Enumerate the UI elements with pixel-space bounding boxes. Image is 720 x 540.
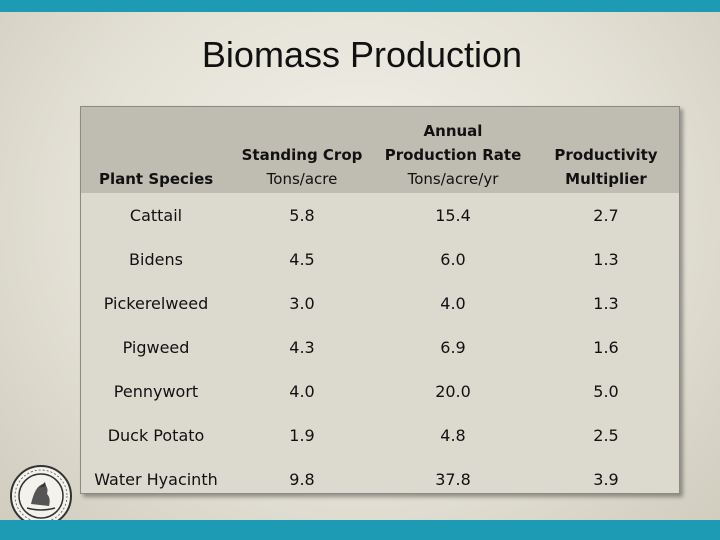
table-row: Bidens 4.5 6.0 1.3	[81, 237, 679, 281]
table-cell: 4.5	[289, 249, 315, 269]
table-body: Cattail 5.8 15.4 2.7 Bidens 4.5 6.0 1.3 Pickerel…	[81, 193, 679, 501]
table-cell: 1.9	[289, 425, 315, 445]
header-standing-crop: Standing Crop Tons/acre	[231, 107, 373, 193]
header-productivity-multiplier: Productivity Multiplier	[533, 107, 679, 193]
header-main: Annual Production Rate	[384, 122, 522, 164]
table-cell: 1.3	[593, 293, 619, 313]
header-plant-species: Plant Species	[81, 107, 231, 193]
biomass-table: Plant Species Standing Crop Tons/acre An…	[81, 107, 679, 501]
table-cell: 37.8	[435, 469, 471, 489]
agency-seal-icon	[9, 464, 73, 528]
table-cell: 6.0	[440, 249, 466, 269]
table-row: Duck Potato 1.9 4.8 2.5	[81, 413, 679, 457]
bottom-accent-bar	[0, 520, 720, 540]
table-row: Pigweed 4.3 6.9 1.6	[81, 325, 679, 369]
table-cell: 4.0	[289, 381, 315, 401]
table-row: Pickerelweed 3.0 4.0 1.3	[81, 281, 679, 325]
table-cell: Water Hyacinth	[94, 469, 218, 489]
table-cell: 4.3	[289, 337, 315, 357]
table-cell: 2.5	[593, 425, 619, 445]
table-row: Water Hyacinth 9.8 37.8 3.9	[81, 457, 679, 501]
table-row: Pennywort 4.0 20.0 5.0	[81, 369, 679, 413]
table-cell: Pennywort	[113, 381, 199, 401]
table-cell: 3.9	[593, 469, 619, 489]
slide-title: Biomass Production	[201, 34, 523, 75]
table-cell: 1.3	[593, 249, 619, 269]
header-sub: Tons/acre/yr	[407, 170, 499, 188]
header-main: Productivity Multiplier	[554, 146, 658, 188]
table-cell: 3.0	[289, 293, 315, 313]
table-cell: 2.7	[593, 205, 619, 225]
table-cell: 4.0	[440, 293, 466, 313]
header-main: Standing Crop	[241, 146, 363, 164]
table-cell: 1.6	[593, 337, 619, 357]
table-header-row: Plant Species Standing Crop Tons/acre An…	[81, 107, 679, 193]
table-cell: 9.8	[289, 469, 315, 489]
table-cell: 6.9	[440, 337, 466, 357]
table-cell: 15.4	[435, 205, 471, 225]
biomass-table-container: Plant Species Standing Crop Tons/acre An…	[80, 106, 680, 494]
table-cell: Pickerelweed	[103, 293, 209, 313]
header-sub: Tons/acre	[266, 170, 338, 188]
table-cell: Bidens	[129, 249, 183, 269]
table-row: Cattail 5.8 15.4 2.7	[81, 193, 679, 237]
table-cell: Pigweed	[122, 337, 190, 357]
table-cell: 5.8	[289, 205, 315, 225]
top-accent-bar	[0, 0, 720, 12]
header-main: Plant Species	[99, 170, 214, 188]
table-cell: Duck Potato	[107, 425, 205, 445]
table-cell: Cattail	[129, 205, 183, 225]
header-annual-production-rate: Annual Production Rate Tons/acre/yr	[373, 107, 533, 193]
table-cell: 5.0	[593, 381, 619, 401]
table-cell: 4.8	[440, 425, 466, 445]
table-cell: 20.0	[435, 381, 471, 401]
